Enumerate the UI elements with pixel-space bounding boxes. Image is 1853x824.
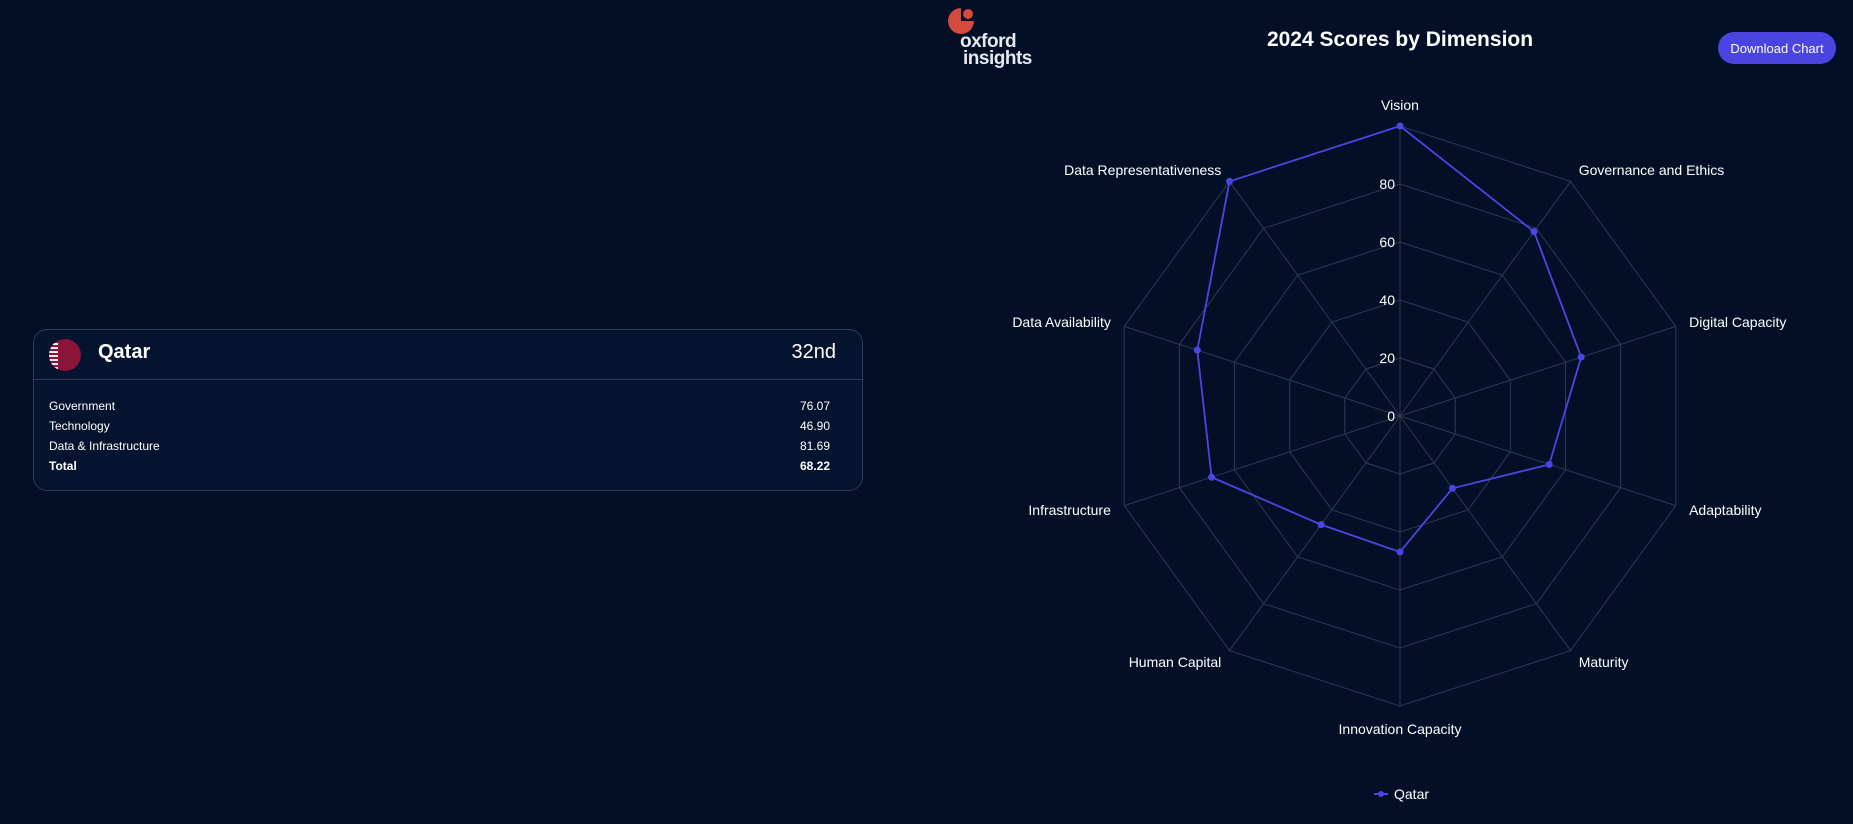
chart-legend[interactable]: Qatar <box>1374 786 1429 802</box>
download-chart-button[interactable]: Download Chart <box>1718 32 1836 64</box>
score-label: Data & Infrastructure <box>49 439 160 453</box>
score-value: 81.69 <box>799 439 830 453</box>
grid-spoke <box>1229 415 1401 651</box>
axis-label-infrastructure: Infrastructure <box>1028 502 1111 518</box>
score-label: Technology <box>49 419 110 433</box>
axis-label-vision: Vision <box>1381 97 1419 113</box>
oxford-insights-logo: oxford insights <box>948 7 1032 68</box>
score-row-data-infrastructure: Data & Infrastructure 81.69 <box>49 436 830 456</box>
country-name: Qatar <box>98 341 151 363</box>
radial-tick-label: 80 <box>1379 176 1395 192</box>
axis-label-maturity: Maturity <box>1579 654 1629 670</box>
data-point <box>1545 461 1553 468</box>
radial-tick-label: 20 <box>1379 350 1395 366</box>
axis-label-data-availability: Data Availability <box>1012 314 1111 330</box>
grid-spoke <box>1124 415 1401 507</box>
score-value: 76.07 <box>799 399 830 413</box>
grid-spoke <box>1399 415 1676 507</box>
country-score-card: Qatar 32nd Government 76.07 Technology 4… <box>33 329 863 491</box>
radial-tick-label: 60 <box>1379 234 1395 250</box>
axis-label-human-capital: Human Capital <box>1129 654 1222 670</box>
score-list: Government 76.07 Technology 46.90 Data &… <box>49 396 830 476</box>
logo-line-1: oxford <box>960 31 1017 52</box>
axis-label-data-representativeness: Data Representativeness <box>1064 162 1221 178</box>
logo-line-2: insights <box>963 48 1032 69</box>
radial-tick-label: 0 <box>1387 408 1395 424</box>
logo-text: oxford insights <box>960 31 1032 69</box>
qatar-flag-icon <box>49 339 81 371</box>
axis-label-innovation-capacity: Innovation Capacity <box>1339 721 1462 737</box>
score-label: Government <box>49 399 116 413</box>
legend-label: Qatar <box>1394 786 1430 802</box>
score-row-total: Total 68.22 <box>49 456 830 476</box>
score-value: 46.90 <box>799 419 830 433</box>
logo-mark-icon <box>948 7 975 34</box>
data-point <box>1577 353 1585 361</box>
axis-label-adaptability: Adaptability <box>1689 502 1761 518</box>
card-header: Qatar 32nd <box>34 330 862 380</box>
grid-spoke <box>1229 181 1401 417</box>
grid-spoke <box>1399 181 1571 417</box>
country-rank: 32nd <box>791 341 837 363</box>
score-row-government: Government 76.07 <box>49 396 830 416</box>
data-point <box>1530 228 1538 236</box>
data-point <box>1449 484 1456 492</box>
data-point <box>1193 346 1201 354</box>
data-point <box>1396 122 1404 130</box>
score-value: 68.22 <box>799 459 830 473</box>
radial-tick-label: 40 <box>1379 292 1395 308</box>
score-row-technology: Technology 46.90 <box>49 416 830 436</box>
grid-spoke <box>1399 415 1571 651</box>
legend-swatch-icon <box>1374 789 1388 799</box>
axis-label-digital-capacity: Digital Capacity <box>1689 314 1786 330</box>
data-point <box>1396 548 1404 556</box>
grid-spoke <box>1124 325 1401 417</box>
chart-title: 2024 Scores by Dimension <box>1266 28 1534 51</box>
data-point <box>1208 473 1216 481</box>
grid-spoke <box>1399 325 1676 417</box>
axis-label-governance-and-ethics: Governance and Ethics <box>1579 162 1725 178</box>
data-point <box>1226 177 1233 185</box>
score-label: Total <box>49 459 77 473</box>
data-point <box>1317 521 1325 529</box>
